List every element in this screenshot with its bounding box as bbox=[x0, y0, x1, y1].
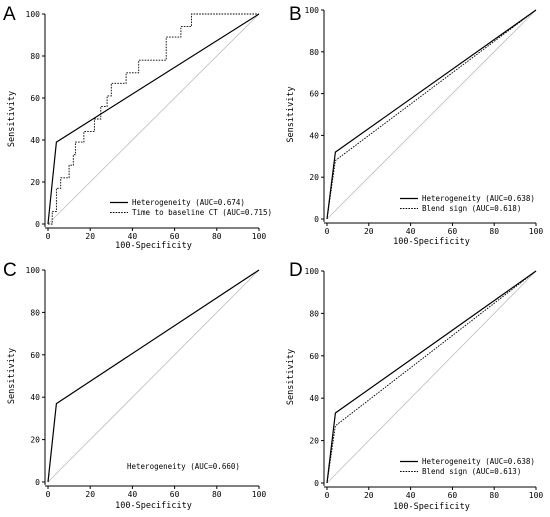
legend-label: Blend sign (AUC=0.618) bbox=[422, 204, 521, 213]
y-axis-title: Sensitivity bbox=[7, 91, 17, 147]
legend: Heterogeneity (AUC=0.674)Time to baselin… bbox=[108, 198, 272, 222]
y-tick-label: 20 bbox=[30, 436, 40, 445]
x-axis-title: 100-Specificity bbox=[393, 502, 470, 512]
y-tick-label: 80 bbox=[309, 309, 319, 318]
y-tick-label: 100 bbox=[26, 266, 41, 275]
legend-label: Heterogeneity (AUC=0.638) bbox=[422, 194, 535, 203]
y-tick-label: 100 bbox=[305, 267, 320, 276]
roc-curve-solid bbox=[47, 269, 260, 483]
roc-curve-solid bbox=[326, 270, 537, 484]
y-tick-label: 40 bbox=[30, 393, 40, 402]
x-tick-label: 80 bbox=[489, 491, 499, 500]
legend-background bbox=[398, 194, 532, 216]
y-tick-label: 0 bbox=[35, 478, 40, 487]
x-tick-label: 20 bbox=[364, 227, 374, 236]
panel-letter: D bbox=[289, 260, 303, 281]
panel-d: D 0 20 40 60 80 100 0 20 40 60 80 100 100-Specificity… bbox=[286, 260, 543, 512]
x-tick-label: 40 bbox=[128, 490, 138, 499]
reference-diagonal bbox=[326, 270, 537, 484]
legend-label: Heterogeneity (AUC=0.638) bbox=[422, 457, 535, 466]
y-tick-label: 40 bbox=[309, 131, 319, 140]
panel-a: A 0 20 40 60 80 100 0 20 40 60 80 100 100-Specificity… bbox=[3, 4, 272, 251]
x-tick-label: 0 bbox=[325, 491, 330, 500]
y-tick-label: 60 bbox=[309, 90, 319, 99]
roc-curve-dotted bbox=[326, 9, 537, 220]
panel-letter: C bbox=[3, 260, 17, 281]
x-tick-label: 100 bbox=[529, 227, 544, 236]
y-tick-label: 40 bbox=[30, 136, 40, 145]
x-tick-label: 60 bbox=[448, 491, 458, 500]
y-tick-label: 60 bbox=[309, 352, 319, 361]
legend: Heterogeneity (AUC=0.638)Blend sign (AUC… bbox=[398, 194, 535, 216]
legend-background bbox=[108, 198, 253, 222]
legend-label: Heterogeneity (AUC=0.674) bbox=[132, 198, 245, 207]
x-tick-label: 100 bbox=[529, 491, 544, 500]
reference-diagonal bbox=[326, 9, 537, 220]
panel-letter: B bbox=[289, 4, 302, 25]
legend-label: Time to baseline CT (AUC=0.715) bbox=[132, 208, 272, 217]
legend: Heterogeneity (AUC=0.660) bbox=[125, 459, 257, 473]
y-tick-label: 20 bbox=[30, 178, 40, 187]
x-tick-label: 20 bbox=[85, 232, 95, 241]
x-tick-label: 0 bbox=[46, 232, 51, 241]
x-axis-title: 100-Specificity bbox=[115, 501, 192, 511]
y-tick-label: 80 bbox=[30, 52, 40, 61]
legend-label: Blend sign (AUC=0.613) bbox=[422, 467, 521, 476]
x-tick-label: 80 bbox=[489, 227, 499, 236]
x-tick-label: 80 bbox=[212, 232, 222, 241]
y-tick-label: 20 bbox=[309, 173, 319, 182]
x-axis-title: 100-Specificity bbox=[115, 241, 192, 251]
x-tick-label: 80 bbox=[212, 490, 222, 499]
y-tick-label: 80 bbox=[30, 308, 40, 317]
legend-background bbox=[125, 459, 257, 473]
x-tick-label: 20 bbox=[85, 490, 95, 499]
legend-background bbox=[398, 457, 532, 479]
legend-label: Heterogeneity (AUC=0.660) bbox=[127, 462, 240, 471]
roc-curve-solid bbox=[47, 13, 260, 225]
y-axis-title: Sensitivity bbox=[286, 349, 296, 405]
y-axis-title: Sensitivity bbox=[7, 348, 17, 404]
x-tick-label: 60 bbox=[170, 232, 180, 241]
x-tick-label: 40 bbox=[406, 491, 416, 500]
reference-diagonal bbox=[47, 269, 260, 483]
y-tick-label: 60 bbox=[30, 94, 40, 103]
y-tick-label: 0 bbox=[314, 479, 319, 488]
x-tick-label: 100 bbox=[252, 232, 267, 241]
x-tick-label: 40 bbox=[406, 227, 416, 236]
x-tick-label: 0 bbox=[325, 227, 330, 236]
panel-c: C 0 20 40 60 80 100 0 20 40 60 80 100 100-Specificity… bbox=[3, 260, 266, 511]
y-tick-label: 40 bbox=[309, 394, 319, 403]
x-tick-label: 100 bbox=[252, 490, 267, 499]
y-tick-label: 100 bbox=[305, 6, 320, 15]
x-tick-label: 0 bbox=[46, 490, 51, 499]
legend: Heterogeneity (AUC=0.638)Blend sign (AUC… bbox=[398, 457, 535, 479]
y-axis-title: Sensitivity bbox=[286, 86, 296, 142]
y-tick-label: 20 bbox=[309, 437, 319, 446]
y-tick-label: 0 bbox=[314, 215, 319, 224]
y-tick-label: 60 bbox=[30, 351, 40, 360]
y-tick-label: 80 bbox=[309, 48, 319, 57]
y-tick-label: 100 bbox=[26, 10, 41, 19]
x-tick-label: 20 bbox=[364, 491, 374, 500]
y-tick-label: 0 bbox=[35, 220, 40, 229]
x-tick-label: 40 bbox=[128, 232, 138, 241]
roc-curve-dotted bbox=[48, 13, 259, 225]
x-tick-label: 60 bbox=[170, 490, 180, 499]
panel-b: B 0 20 40 60 80 100 0 20 40 60 80 100 100-Specificity… bbox=[286, 4, 543, 247]
x-axis-title: 100-Specificity bbox=[393, 237, 470, 247]
x-tick-label: 60 bbox=[448, 227, 458, 236]
reference-diagonal bbox=[47, 13, 260, 225]
panel-letter: A bbox=[3, 4, 16, 25]
